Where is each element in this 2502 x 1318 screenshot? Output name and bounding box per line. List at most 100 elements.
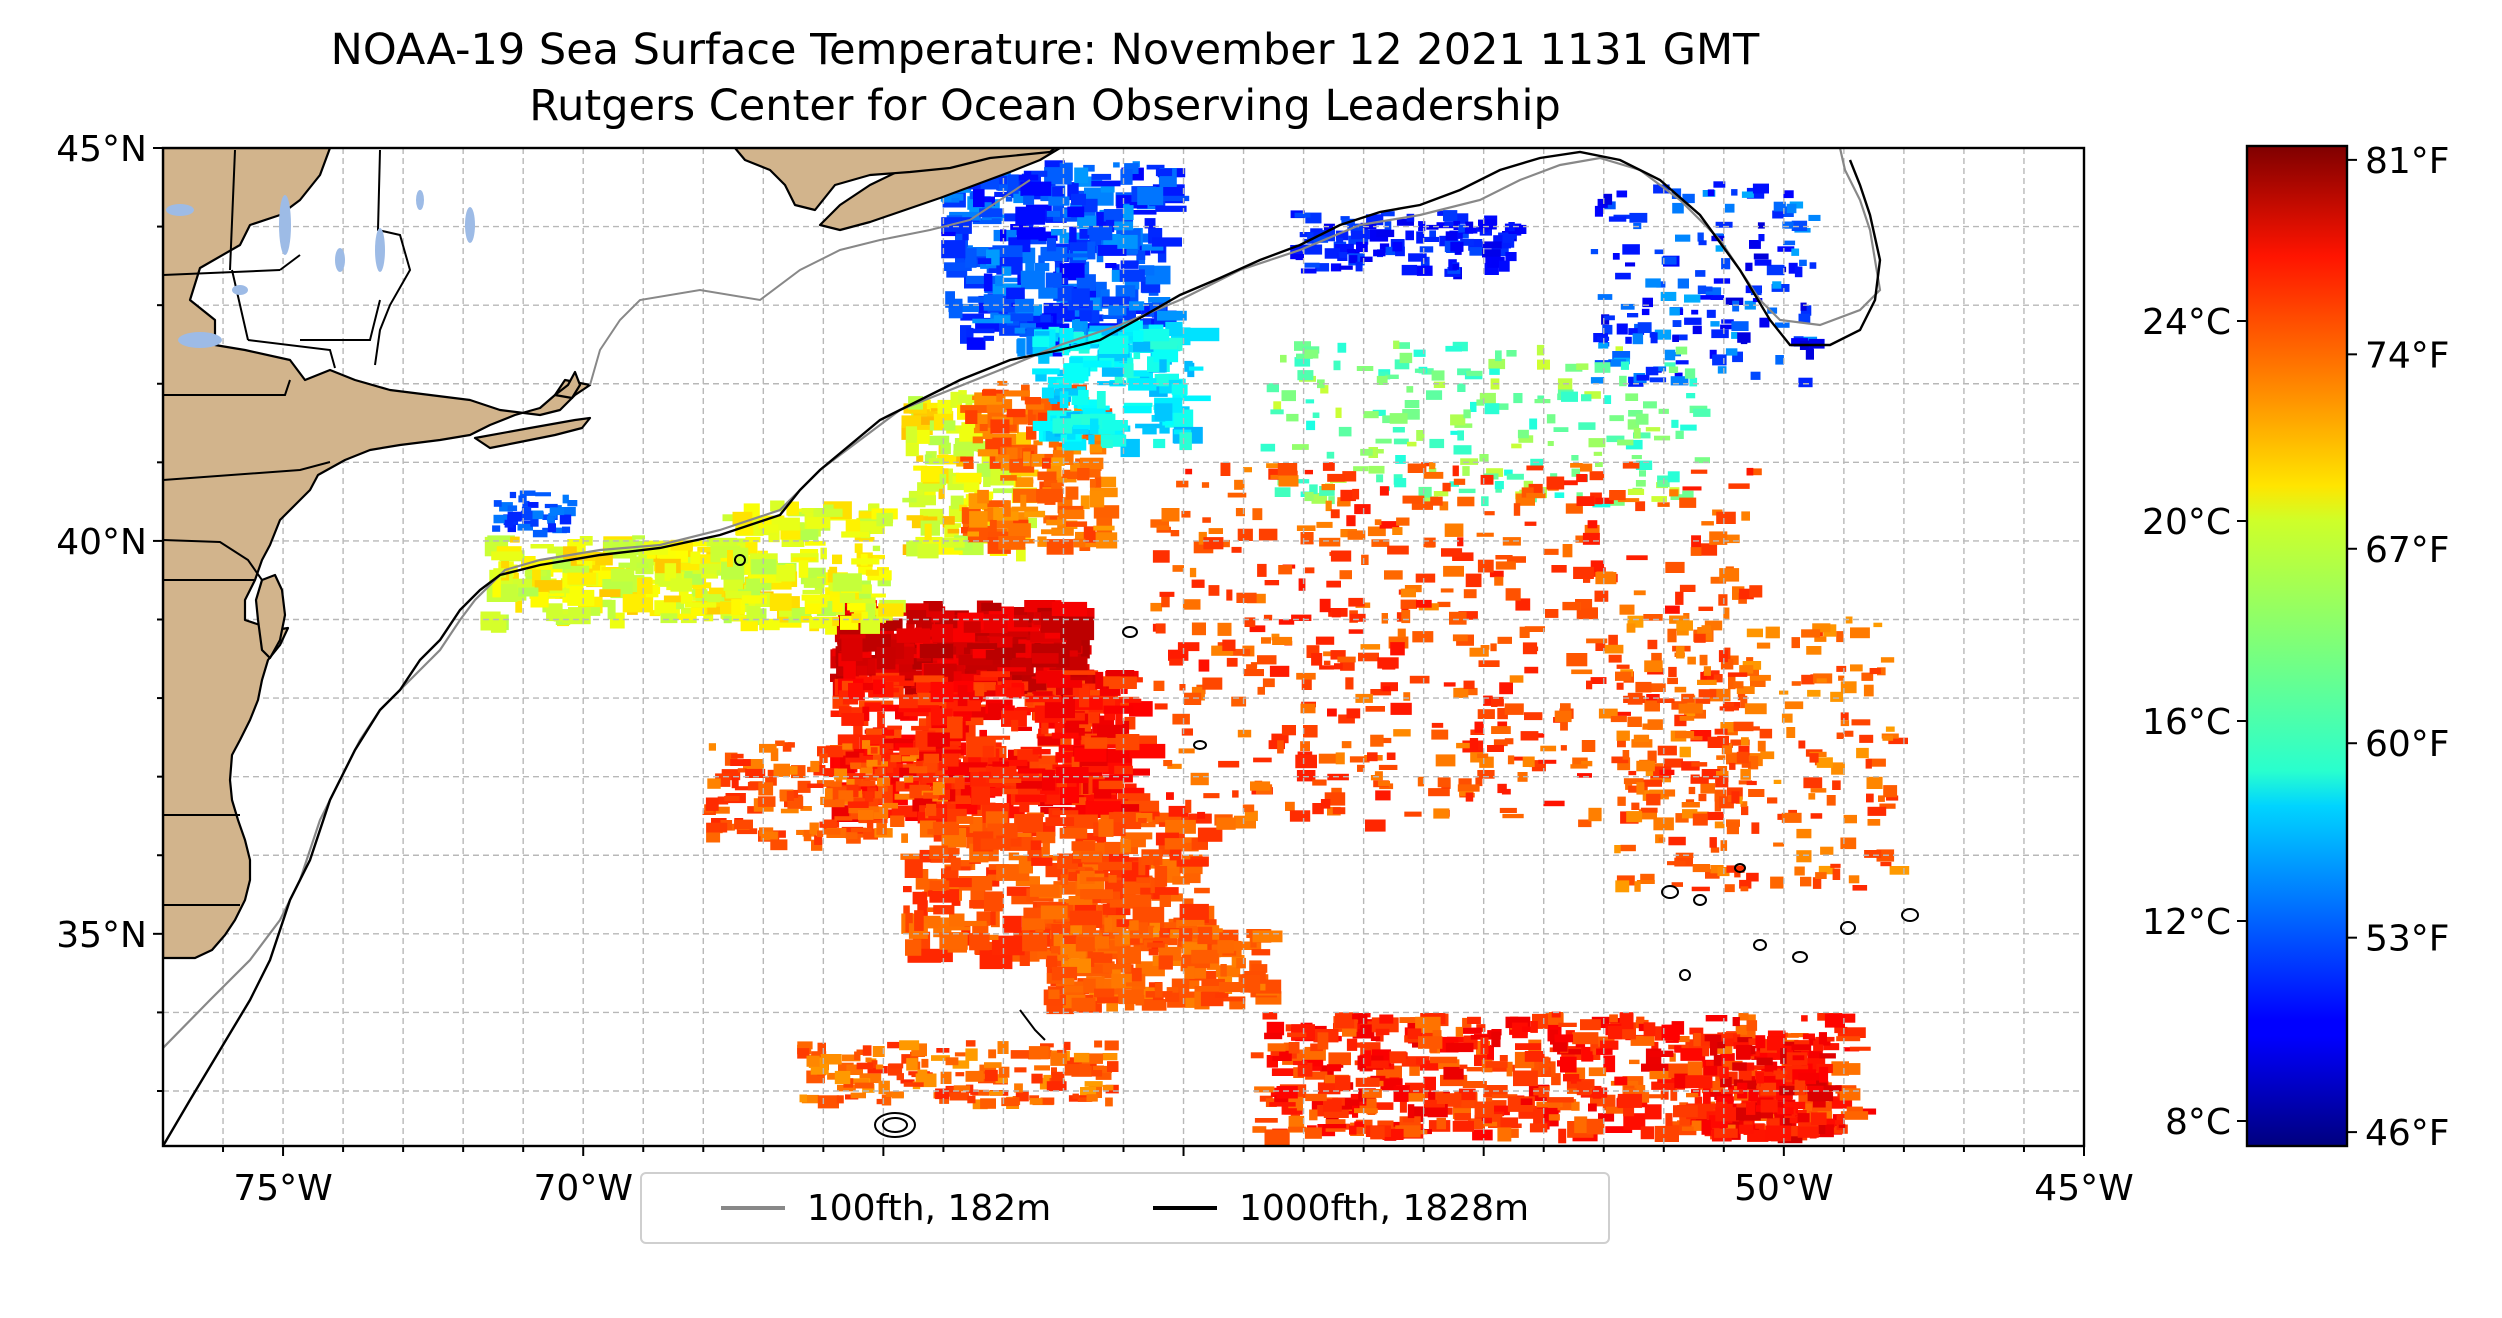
sst-pixel <box>972 682 997 691</box>
sst-pixel <box>1014 327 1026 334</box>
sst-pixel <box>981 602 1002 612</box>
legend-item-100fth: 100fth, 182m <box>720 1188 1051 1229</box>
sst-pixel <box>1358 1013 1368 1024</box>
sst-pixel <box>862 682 874 691</box>
sst-pixel <box>1300 268 1317 274</box>
sst-pixel <box>806 517 831 529</box>
sst-pixel <box>946 270 968 278</box>
map-area[interactable]: 75°W70°W65°W60°W55°W50°W45°W45°N40°N35°N <box>56 129 2133 1209</box>
sst-pixel <box>941 231 956 237</box>
sst-pixel <box>926 710 933 730</box>
sst-pixel <box>1701 521 1714 526</box>
sst-pixel <box>1798 740 1806 749</box>
sst-pixel <box>1077 176 1103 187</box>
sst-pixel <box>518 587 539 597</box>
sst-pixel <box>1019 948 1030 966</box>
sst-pixel <box>1691 886 1710 892</box>
sst-pixel <box>1363 411 1379 419</box>
lakes <box>166 190 475 348</box>
sst-pixel <box>1452 552 1474 561</box>
sst-pixel <box>1007 833 1032 837</box>
sst-pixel <box>492 525 501 532</box>
sst-pixel <box>1703 1088 1711 1104</box>
colorbar[interactable]: 46°F53°F60°F67°F74°F81°F8°C12°C16°C20°C2… <box>2142 141 2449 1154</box>
sst-pixel <box>813 765 826 776</box>
sst-pixel <box>1409 675 1430 684</box>
sst-pixel <box>1561 480 1578 486</box>
colorbar-gradient <box>2245 144 2349 1148</box>
sst-pixel <box>1756 642 1771 649</box>
sst-pixel <box>1791 1044 1810 1051</box>
sst-pixel <box>1726 752 1743 765</box>
sst-pixel <box>1051 966 1078 981</box>
sst-pixel <box>921 1058 929 1068</box>
sst-pixel <box>1161 595 1170 608</box>
sst-pixel <box>1014 707 1050 712</box>
sst-pixel <box>559 514 572 525</box>
sst-pixel <box>996 175 1008 191</box>
sst-pixel <box>1692 325 1702 335</box>
sst-pixel <box>1298 578 1306 591</box>
sst-pixel <box>1523 480 1533 489</box>
sst-pixel <box>1104 917 1112 938</box>
sst-pixel <box>1076 274 1096 291</box>
sst-pixel <box>847 801 869 808</box>
sst-pixel <box>1089 478 1096 488</box>
sst-pixel <box>839 634 866 639</box>
sst-pixel <box>1738 1013 1749 1021</box>
sst-pixel <box>1406 386 1414 393</box>
sst-pixel <box>527 502 539 508</box>
sst-pixel <box>1120 832 1153 840</box>
sst-pixel <box>1495 561 1516 570</box>
sst-pixel <box>792 557 817 562</box>
sst-pixel <box>1536 344 1545 356</box>
sst-pixel <box>876 822 887 835</box>
sst-pixel <box>1041 719 1049 735</box>
sst-pixel <box>1257 686 1265 695</box>
sst-pixel <box>1633 428 1641 439</box>
sst-pixel <box>1796 850 1812 863</box>
sst-pixel <box>1586 638 1608 644</box>
sst-pixel <box>1348 235 1369 245</box>
sst-pixel <box>1267 1043 1286 1052</box>
sst-pixel <box>955 472 982 483</box>
sst-pixel <box>1454 423 1473 428</box>
sst-pixel <box>1741 191 1754 198</box>
sst-pixel <box>1105 263 1117 269</box>
sst-pixel <box>1071 344 1091 350</box>
sst-pixel <box>1374 771 1383 776</box>
sst-pixel <box>861 611 868 624</box>
sst-pixel <box>1777 1107 1794 1115</box>
sst-pixel <box>984 891 1004 912</box>
sst-pixel <box>860 619 880 634</box>
sst-pixel <box>552 559 571 569</box>
sst-pixel <box>1158 955 1173 970</box>
sst-pixel <box>1576 363 1589 370</box>
sst-pixel <box>1172 876 1190 885</box>
sst-pixel <box>1401 264 1418 276</box>
sst-pixel <box>1375 1028 1390 1036</box>
sst-pixel <box>1823 1043 1840 1051</box>
sst-pixel <box>1149 922 1160 931</box>
sst-pixel <box>1783 190 1794 199</box>
sst-pixel <box>915 536 943 548</box>
sst-pixel <box>1664 362 1676 367</box>
sst-pixel <box>1042 836 1050 855</box>
sst-pixel <box>1432 1030 1442 1039</box>
sst-pixel <box>1250 1052 1264 1059</box>
sst-pixel <box>1170 530 1180 537</box>
sst-pixel <box>562 494 569 504</box>
sst-pixel <box>1482 241 1502 249</box>
sst-pixel <box>1452 465 1459 477</box>
sst-pixel <box>1553 427 1569 432</box>
sst-pixel <box>1736 686 1755 694</box>
sst-pixel <box>1227 492 1247 498</box>
sst-pixel <box>1217 642 1224 647</box>
sst-pixel <box>922 762 938 773</box>
sst-pixel <box>1326 1064 1342 1072</box>
sst-pixel <box>1720 1077 1732 1088</box>
sst-pixel <box>1016 227 1046 240</box>
sst-pixel <box>1044 160 1065 168</box>
sst-pixel <box>1096 996 1121 1004</box>
sst-pixel <box>622 594 654 613</box>
